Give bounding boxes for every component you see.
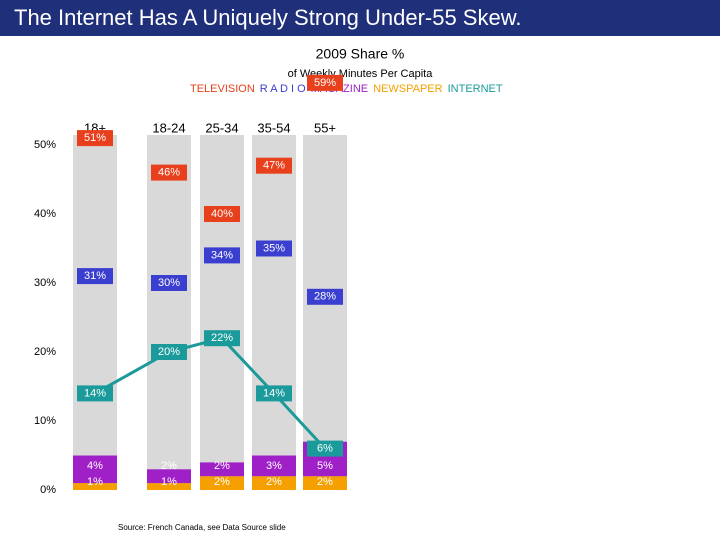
label-box	[307, 288, 343, 305]
label-box	[77, 268, 113, 285]
stack-segment	[252, 476, 296, 490]
value-label: 40%	[211, 208, 233, 220]
label-box	[256, 240, 292, 257]
value-label: 2%	[214, 476, 230, 488]
stack-segment	[252, 455, 296, 477]
label-box	[307, 440, 343, 457]
value-label: 4%	[87, 460, 103, 472]
stack-segment	[200, 462, 244, 477]
source: Source: French Canada, see Data Source s…	[118, 523, 286, 532]
chart-title: The Internet Has A Uniquely Strong Under…	[14, 5, 522, 30]
stack-segment	[147, 483, 191, 490]
column-bg	[252, 135, 296, 490]
legend-entry: R A D I O	[260, 83, 306, 95]
value-label: 5%	[317, 460, 333, 472]
value-label: 2%	[214, 460, 230, 472]
value-label: 47%	[263, 160, 285, 172]
value-label: 6%	[317, 443, 333, 455]
y-tick-label: 20%	[34, 346, 56, 358]
y-tick-label: 40%	[34, 208, 56, 220]
value-label: 2%	[317, 476, 333, 488]
column-bg	[147, 135, 191, 490]
label-box	[151, 344, 187, 360]
label-box	[77, 130, 113, 147]
label-box	[151, 275, 187, 291]
value-label: 3%	[266, 460, 282, 472]
label-box	[256, 385, 292, 402]
x-tick-label: 25-34	[205, 120, 238, 135]
subtitle: 2009 Share %	[316, 46, 405, 62]
stack-segment	[147, 469, 191, 484]
stack-segment	[73, 455, 117, 484]
legend-entry: NEWSPAPER	[373, 83, 443, 95]
label-box	[151, 164, 187, 181]
stack-segment	[200, 476, 244, 490]
y-tick-label: 50%	[34, 139, 56, 151]
label-box	[256, 157, 292, 174]
value-label: 28%	[314, 291, 336, 303]
column-bg	[303, 135, 347, 490]
x-tick-label: 55+	[314, 120, 336, 135]
value-label: 51%	[84, 132, 106, 144]
value-label: 2%	[266, 476, 282, 488]
y-tick-label: 10%	[34, 415, 56, 427]
title-bar	[0, 0, 720, 36]
value-label: 14%	[263, 387, 285, 399]
value-label: 35%	[263, 242, 285, 254]
value-label: 31%	[84, 270, 106, 282]
column-bg	[73, 135, 117, 490]
x-tick-label: 35-54	[257, 120, 290, 135]
value-label: 14%	[84, 387, 106, 399]
x-tick-label: 18-24	[152, 120, 185, 135]
value-label: 34%	[211, 249, 233, 261]
legend-entry: INTERNET	[448, 83, 503, 95]
label-box	[204, 330, 240, 347]
label-box	[204, 247, 240, 264]
legend-entry: TELEVISION	[190, 83, 255, 95]
label-box	[307, 74, 343, 91]
value-label: 1%	[161, 476, 177, 488]
stack-segment	[73, 483, 117, 490]
value-label: 46%	[158, 167, 180, 179]
stack-segment	[303, 476, 347, 490]
value-label: 22%	[211, 332, 233, 344]
column-bg	[200, 135, 244, 490]
value-label: 1%	[87, 476, 103, 488]
label-box	[77, 385, 113, 402]
label-box	[204, 206, 240, 222]
y-tick-label: 30%	[34, 277, 56, 289]
value-label: 20%	[158, 346, 180, 358]
value-label: 30%	[158, 277, 180, 289]
y-tick-label: 0%	[40, 484, 56, 496]
value-label: 2%	[161, 460, 177, 472]
value-label: 59%	[314, 77, 336, 89]
